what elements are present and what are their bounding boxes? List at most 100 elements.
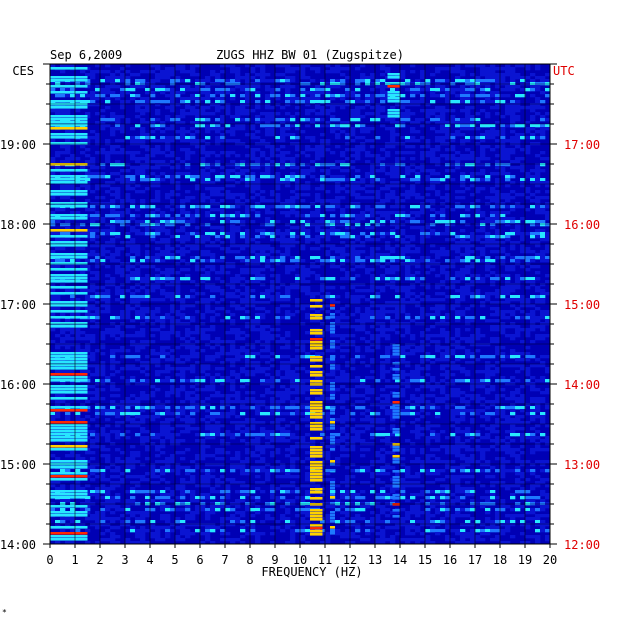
x-tick-label: 20 — [543, 553, 557, 567]
x-tick-label: 5 — [171, 553, 178, 567]
energy-band-cell — [388, 109, 401, 112]
x-tick-label: 8 — [246, 553, 253, 567]
energy-band-cell — [393, 485, 401, 488]
energy-band-cell — [310, 332, 323, 335]
energy-band-cell — [310, 347, 323, 350]
y-tick-label-local: 18:00 — [0, 218, 36, 232]
energy-band-cell — [50, 292, 88, 295]
energy-band-cell — [388, 91, 401, 94]
energy-band-cell — [50, 526, 88, 529]
x-tick-label: 13 — [368, 553, 382, 567]
energy-band-cell — [330, 511, 335, 514]
energy-band-cell — [50, 115, 88, 118]
energy-band-cell — [310, 470, 323, 473]
energy-band-cell — [330, 436, 335, 439]
energy-band-cell — [393, 515, 401, 518]
energy-band-cell — [310, 479, 323, 482]
energy-band-cell — [50, 280, 88, 283]
energy-band-cell — [393, 347, 401, 350]
energy-band-cell — [330, 355, 335, 358]
energy-band-cell — [330, 493, 335, 496]
energy-band-cell — [310, 446, 323, 449]
x-tick-label: 18 — [493, 553, 507, 567]
energy-band-cell — [50, 181, 88, 184]
energy-band-cell — [50, 373, 88, 376]
energy-band-cell — [310, 425, 323, 428]
x-tick-label: 1 — [71, 553, 78, 567]
energy-band-cell — [393, 509, 401, 512]
x-axis-label: FREQUENCY (HZ) — [261, 565, 362, 579]
energy-band-cell — [50, 277, 88, 280]
energy-band-cell — [310, 515, 323, 518]
energy-band-cell — [393, 458, 401, 461]
energy-band-cell — [50, 241, 88, 244]
energy-band-cell — [50, 205, 88, 208]
x-tick-label: 3 — [121, 553, 128, 567]
energy-band-cell — [50, 217, 88, 220]
energy-band-cell — [393, 401, 401, 404]
energy-band-cell — [310, 374, 323, 377]
energy-band-cell — [330, 418, 335, 421]
energy-band-cell — [50, 136, 88, 139]
energy-band-cell — [393, 407, 401, 410]
energy-band-cell — [330, 313, 335, 316]
x-tick-label: 17 — [468, 553, 482, 567]
energy-band-cell — [310, 299, 323, 302]
energy-band-cell — [310, 410, 323, 413]
energy-band-cell — [393, 494, 401, 497]
energy-band-cell — [393, 413, 401, 416]
energy-band-cell — [50, 175, 88, 178]
energy-band-cell — [393, 461, 401, 464]
energy-band-cell — [310, 473, 323, 476]
energy-band-cell — [50, 67, 88, 70]
energy-band-cell — [330, 388, 335, 391]
energy-band-cell — [50, 511, 88, 514]
energy-band-cell — [393, 446, 401, 449]
y-tick-label-utc: 12:00 — [564, 538, 600, 552]
energy-band-cell — [50, 133, 88, 136]
energy-band-cell — [393, 416, 401, 419]
energy-band-cell — [50, 178, 88, 181]
energy-band-cell — [50, 235, 88, 238]
energy-band-cell — [310, 407, 323, 410]
energy-band-cell — [393, 431, 401, 434]
energy-band-cell — [50, 490, 88, 493]
energy-band-cell — [330, 307, 335, 310]
energy-band-cell — [388, 115, 401, 118]
energy-band-cell — [330, 358, 335, 361]
energy-band-cell — [310, 452, 323, 455]
left-timezone-label: CES — [12, 64, 34, 78]
x-tick-label: 7 — [221, 553, 228, 567]
energy-band-cell — [50, 514, 88, 517]
energy-band-cell — [330, 397, 335, 400]
energy-band-cell — [310, 476, 323, 479]
energy-band-cell — [310, 449, 323, 452]
energy-band-cell — [50, 169, 88, 172]
y-tick-label-utc: 15:00 — [564, 298, 600, 312]
energy-band-cell — [310, 359, 323, 362]
y-tick-label-local: 15:00 — [0, 458, 36, 472]
energy-band-cell — [330, 433, 335, 436]
x-tick-label: 6 — [196, 553, 203, 567]
energy-band-cell — [388, 112, 401, 115]
energy-band-cell — [330, 448, 335, 451]
right-timezone-label: UTC — [553, 64, 575, 78]
energy-band-cell — [50, 439, 88, 442]
energy-band-cell — [50, 475, 88, 478]
y-tick-label-local: 14:00 — [0, 538, 36, 552]
energy-band-cell — [310, 527, 323, 530]
energy-band-cell — [330, 532, 335, 535]
energy-band-cell — [50, 352, 88, 355]
energy-band-cell — [310, 491, 323, 494]
energy-band-cell — [50, 316, 88, 319]
energy-band-cell — [330, 526, 335, 529]
energy-band-cell — [310, 380, 323, 383]
chart-date: Sep 6,2009 — [50, 48, 122, 62]
y-tick-label-utc: 13:00 — [564, 458, 600, 472]
energy-band-cell — [330, 460, 335, 463]
energy-band-cell — [310, 518, 323, 521]
energy-band-cell — [330, 346, 335, 349]
energy-band-cell — [310, 317, 323, 320]
energy-band-cell — [388, 94, 401, 97]
energy-band-cell — [50, 274, 88, 277]
